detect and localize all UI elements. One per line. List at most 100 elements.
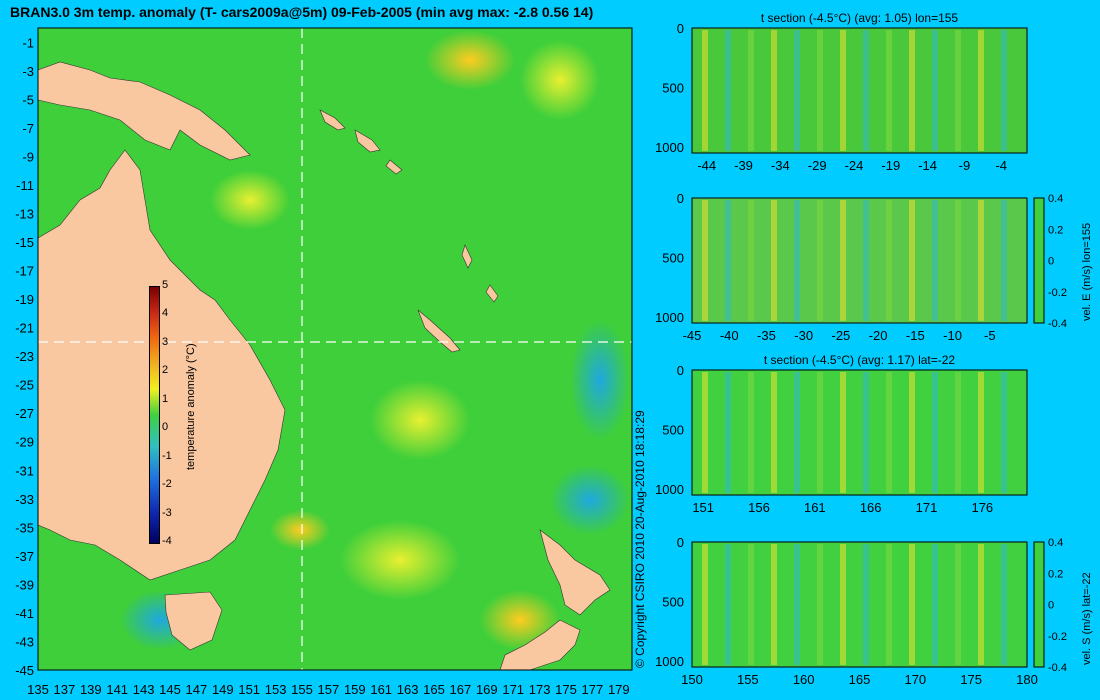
panel-y-tick: 1000: [655, 654, 684, 669]
map-lat-tick: -45: [15, 663, 34, 678]
panel-field: [691, 369, 1028, 496]
map-lon-tick: 151: [238, 682, 260, 697]
panel-stripe: [794, 372, 800, 493]
map-lat-tick: -43: [15, 634, 34, 649]
map-lat-tick: -23: [15, 349, 34, 364]
map-lon-tick: 179: [608, 682, 630, 697]
map-lat-tick: -33: [15, 492, 34, 507]
panel-x-tick: -39: [734, 158, 753, 173]
panel-y-tick: 1000: [655, 140, 684, 155]
map-colorbar-ticks: 5 4 3 2 1 0 -1 -2 -3 -4: [162, 279, 182, 550]
map-lat-tick: -1: [22, 35, 34, 50]
map-lon-tick: 177: [582, 682, 604, 697]
map-colorbar: [149, 286, 160, 544]
panel-v-lat: 0 500 1000 150 155 160 165 170 175 180 0.4 0.2 0 -0.2…: [655, 535, 1093, 687]
colorbar-tick: -1: [162, 449, 172, 462]
panel-y-tick: 0: [677, 363, 684, 378]
panel-x-tick: -4: [995, 158, 1007, 173]
map-lat-tick: -37: [15, 549, 34, 564]
panel-colorbar: [1033, 197, 1045, 324]
panel-x-tick: -29: [808, 158, 827, 173]
panel-y-tick: 500: [662, 423, 684, 438]
panel-x-tick: -19: [881, 158, 900, 173]
map-lat-tick: -5: [22, 92, 34, 107]
map-lat-tick: -25: [15, 378, 34, 393]
panel-stripe: [771, 544, 777, 665]
map-lon-tick: 173: [529, 682, 551, 697]
land-masses: [37, 61, 611, 671]
map-lat-tick: -7: [22, 121, 34, 136]
panel-colorbar-tick: 0.2: [1048, 568, 1063, 580]
panel-stripe: [909, 372, 915, 493]
panel-x-tick: 171: [916, 500, 938, 515]
map-lat-tick: -19: [15, 292, 34, 307]
colorbar-tick: -3: [162, 506, 172, 519]
panel-title: t section (-4.5°C) (avg: 1.17) lat=-22: [764, 353, 956, 367]
panel-x-tick: -44: [697, 158, 716, 173]
panel-stripe: [886, 544, 892, 665]
panel-colorbar-tick: 0.4: [1048, 537, 1063, 549]
colorbar-tick: 5: [162, 279, 169, 291]
panel-stripe: [817, 200, 823, 321]
panel-x-tick: 180: [1016, 672, 1038, 687]
panel-stripe: [955, 200, 961, 321]
panel-colorbar-tick: -0.2: [1048, 631, 1067, 643]
panel-stripe: [886, 200, 892, 321]
panel-y-tick: 500: [662, 251, 684, 266]
panel-colorbar-tick: -0.4: [1048, 662, 1067, 674]
panel-t-lon: t section (-4.5°C) (avg: 1.05) lon=155 0 5…: [655, 11, 1028, 173]
map-lon-tick: 161: [370, 682, 392, 697]
panel-stripe: [748, 200, 754, 321]
panel-stripe: [702, 30, 708, 151]
panel-stripe: [886, 30, 892, 151]
panel-y-tick: 0: [677, 21, 684, 36]
panel-y-tick: 500: [662, 81, 684, 96]
panel-x-tick: -35: [757, 328, 776, 343]
panel-stripe: [1001, 544, 1007, 665]
panel-x-tick: 151: [692, 500, 714, 515]
map-lon-tick: 157: [318, 682, 340, 697]
panel-x-tick: -14: [918, 158, 937, 173]
panel-stripe: [725, 544, 731, 665]
map-lon-tick: 167: [450, 682, 472, 697]
panel-colorbar-label: vel. E (m/s) lon=155: [1081, 223, 1093, 321]
map-lon-tick: 171: [502, 682, 524, 697]
panel-stripe: [702, 200, 708, 321]
panel-stripe: [817, 544, 823, 665]
panel-colorbar-tick: -0.2: [1048, 287, 1067, 299]
panel-t-lat: t section (-4.5°C) (avg: 1.17) lat=-22 0 5…: [655, 353, 1028, 515]
colorbar-tick: -4: [162, 535, 172, 547]
map-lat-tick: -29: [15, 435, 34, 450]
panel-x-tick: 150: [681, 672, 703, 687]
panel-stripe: [725, 30, 731, 151]
panel-title: t section (-4.5°C) (avg: 1.05) lon=155: [761, 11, 959, 25]
panel-x-tick: -20: [869, 328, 888, 343]
panel-x-tick: 166: [860, 500, 882, 515]
panel-x-tick: -34: [771, 158, 790, 173]
map-lon-tick: 147: [186, 682, 208, 697]
map-lon-tick: 137: [54, 682, 76, 697]
map-lon-tick: 175: [555, 682, 577, 697]
panel-stripe: [840, 372, 846, 493]
panel-stripe: [863, 30, 869, 151]
panel-stripe: [1001, 200, 1007, 321]
page-title: BRAN3.0 3m temp. anomaly (T- cars2009a@5…: [10, 4, 594, 20]
panel-u-lon: 0 500 1000 -45 -40 -35 -30 -25 -20 -15 -10 -5 0.4 0.2…: [655, 191, 1093, 343]
panel-stripe: [978, 544, 984, 665]
panel-colorbar-label: vel. S (m/s) lat=-22: [1081, 572, 1093, 665]
panel-stripe: [725, 372, 731, 493]
panel-stripe: [748, 30, 754, 151]
panel-stripe: [817, 372, 823, 493]
map-lat-tick: -11: [16, 178, 34, 193]
panel-x-tick: -10: [943, 328, 962, 343]
panel-colorbar: [1033, 541, 1045, 668]
map-lat-tick: -9: [22, 149, 34, 164]
panel-y-tick: 0: [677, 191, 684, 206]
panel-y-tick: 1000: [655, 310, 684, 325]
panel-stripe: [978, 372, 984, 493]
panel-x-tick: 175: [960, 672, 982, 687]
panel-stripe: [794, 200, 800, 321]
map-lat-tick: -35: [15, 520, 34, 535]
panel-stripe: [817, 30, 823, 151]
